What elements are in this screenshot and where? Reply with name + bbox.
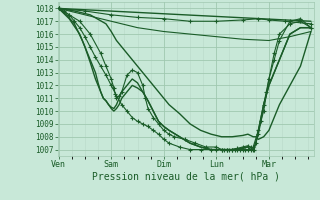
X-axis label: Pression niveau de la mer( hPa ): Pression niveau de la mer( hPa ) [92, 172, 280, 182]
